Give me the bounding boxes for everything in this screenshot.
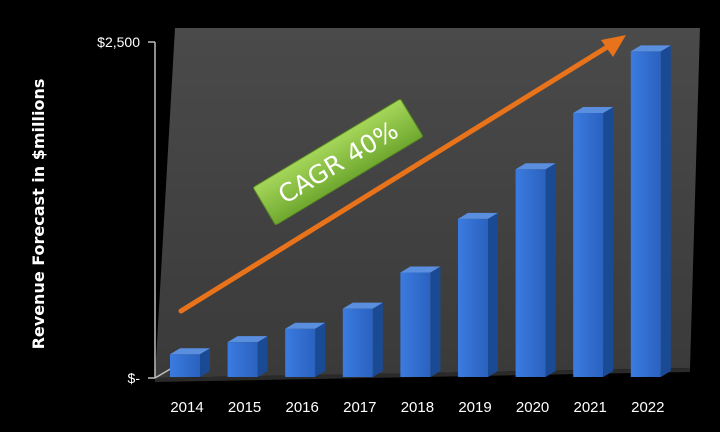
y-tick-label-max: $2,500 [97, 34, 140, 50]
x-axis-line [154, 367, 173, 379]
bar-front-2017 [342, 308, 373, 377]
bar-2014 [170, 348, 210, 377]
x-tick-label-2022: 2022 [631, 399, 664, 416]
x-tick-label-2014: 2014 [170, 399, 203, 416]
category-labels: 2014 2015 2016 2017 2018 2019 2020 2021 2022 [170, 399, 664, 416]
bar-front-2022 [630, 51, 661, 377]
x-tick-label-2021: 2021 [574, 399, 607, 416]
bar-side-2017 [372, 302, 383, 377]
bar-top-2019 [458, 212, 498, 219]
x-tick-label-2018: 2018 [401, 399, 434, 416]
bar-side-2019 [488, 212, 498, 377]
y-axis-title: Revenue Forecast in $millions [29, 79, 48, 350]
bar-front-2021 [573, 113, 604, 378]
plot-back-wall [155, 28, 700, 378]
bar-side-2015 [257, 336, 268, 377]
bar-front-2015 [227, 342, 258, 377]
bar-side-2020 [545, 163, 556, 377]
bar-2020 [515, 163, 556, 377]
bar-front-2018 [400, 272, 431, 377]
bar-front-2014 [170, 354, 200, 377]
bar-2019 [458, 212, 498, 377]
bar-top-2022 [630, 45, 671, 52]
bar-side-2014 [200, 348, 210, 377]
bar-side-2018 [430, 266, 441, 377]
bar-2022 [630, 45, 671, 377]
bars-group [170, 45, 671, 378]
y-tick-label-min: $- [128, 370, 141, 386]
bar-top-2020 [515, 163, 556, 170]
trend-arrow [178, 35, 626, 314]
bar-front-2016 [285, 328, 316, 377]
bar-front-2020 [515, 169, 546, 377]
bar-2015 [227, 336, 268, 377]
bar-top-2014 [170, 348, 210, 355]
bar-top-2016 [285, 322, 326, 329]
bar-side-2021 [603, 107, 614, 378]
bar-side-2022 [660, 45, 671, 377]
bar-front-2019 [458, 218, 488, 377]
x-tick-label-2016: 2016 [286, 399, 319, 416]
bar-2016 [285, 322, 326, 377]
bar-top-2021 [573, 107, 614, 114]
x-tick-label-2015: 2015 [228, 399, 261, 416]
bar-2017 [342, 302, 383, 377]
x-tick-label-2019: 2019 [458, 399, 491, 416]
bar-2018 [400, 266, 441, 377]
bar-top-2018 [400, 266, 441, 273]
x-tick-label-2020: 2020 [516, 399, 549, 416]
bar-top-2017 [342, 302, 383, 309]
bar-top-2015 [227, 336, 268, 343]
bar-side-2016 [315, 322, 326, 377]
bar-2021 [573, 107, 614, 378]
x-tick-label-2017: 2017 [343, 399, 376, 416]
